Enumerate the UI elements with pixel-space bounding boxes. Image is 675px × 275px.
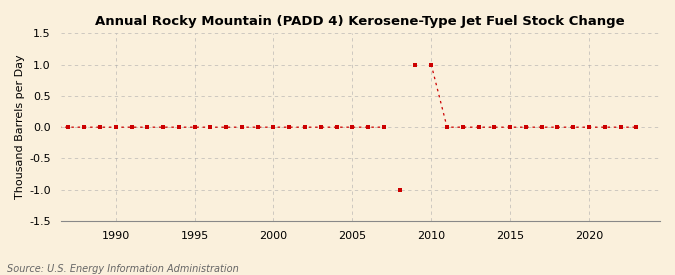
Y-axis label: Thousand Barrels per Day: Thousand Barrels per Day: [15, 55, 25, 199]
Title: Annual Rocky Mountain (PADD 4) Kerosene-Type Jet Fuel Stock Change: Annual Rocky Mountain (PADD 4) Kerosene-…: [95, 15, 625, 28]
Text: Source: U.S. Energy Information Administration: Source: U.S. Energy Information Administ…: [7, 264, 238, 274]
